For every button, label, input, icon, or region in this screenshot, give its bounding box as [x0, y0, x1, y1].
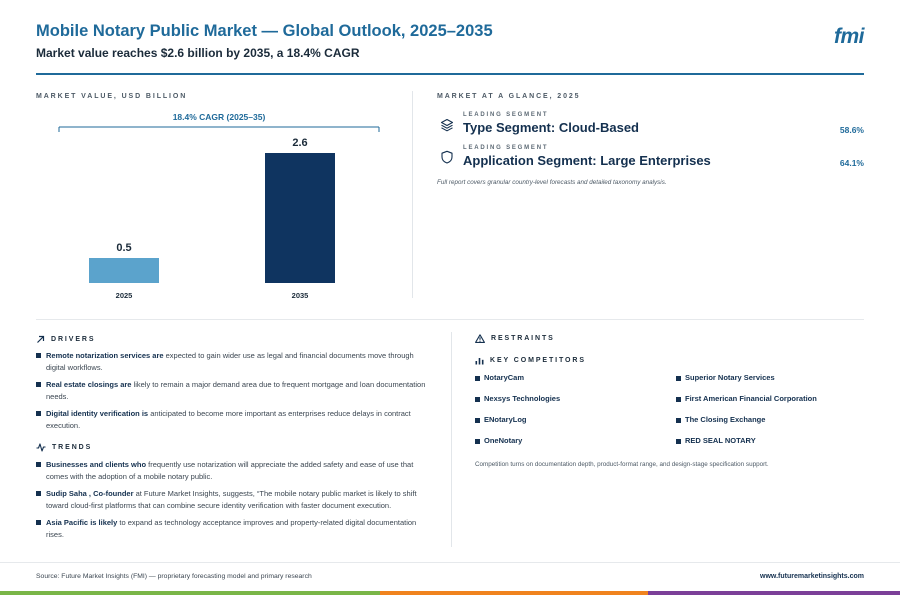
competitor-item: Nexsys Technologies [475, 394, 560, 403]
activity-icon [36, 443, 46, 452]
trend-text: frequently use notarization will appreci… [46, 460, 414, 481]
footer-stripe-purple [648, 591, 900, 595]
bar-value-label: 2.6 [292, 137, 307, 149]
shield-icon [441, 150, 453, 164]
footer-stripe-green [0, 591, 380, 595]
fmi-logo[interactable]: fmi [834, 25, 865, 48]
trend-lead: Sudip Saha , Co-founder [46, 489, 134, 498]
restraints-header: RESTRAINTS [475, 334, 555, 343]
trend-item: Sudip Saha , Co-founder at Future Market… [36, 488, 434, 512]
x-tick-label: 2035 [292, 291, 309, 300]
drivers-header: DRIVERS [36, 335, 95, 344]
x-tick-label: 2025 [116, 291, 133, 300]
segment-share: 64.1% [839, 158, 864, 168]
trends-header: TRENDS [36, 443, 92, 452]
header-rule [36, 73, 864, 75]
competitor-name: The Closing Exchange [685, 415, 766, 424]
market-value-chart: 18.4% CAGR (2025–35) 0.5 2025 2.6 2035 [58, 112, 380, 300]
competitor-name: Superior Notary Services [685, 373, 775, 382]
competitor-item: NotaryCam [475, 373, 524, 382]
arrow-up-right-icon [37, 335, 45, 343]
page-title: Mobile Notary Public Market — Global Out… [36, 22, 493, 40]
driver-item: Real estate closings are likely to remai… [36, 379, 434, 403]
segment-kicker: LEADING SEGMENT [463, 145, 549, 151]
segment-share: 58.6% [839, 125, 864, 135]
cagr-bracket [58, 126, 380, 132]
bar-chart-icon [475, 358, 484, 365]
competitor-item: RED SEAL NOTARY [676, 436, 756, 445]
bar-value-label: 0.5 [116, 242, 131, 254]
trend-item: Asia Pacific is likely to expand as tech… [36, 517, 434, 541]
footer-url-link[interactable]: www.futuremarketinsights.com [760, 573, 864, 580]
page-subtitle: Market value reaches $2.6 billion by 203… [36, 46, 360, 60]
driver-item: Digital identity verification is anticip… [36, 408, 434, 432]
competitor-name: First American Financial Corporation [685, 394, 817, 403]
competitors-note: Competition turns on documentation depth… [475, 461, 769, 468]
competitor-item: The Closing Exchange [676, 415, 765, 424]
competitors-label: KEY COMPETITORS [490, 357, 586, 364]
competitor-name: ENotaryLog [484, 415, 527, 424]
segment-kicker: LEADING SEGMENT [463, 112, 549, 118]
trend-text: to expand as technology acceptance impro… [46, 518, 417, 539]
footer-source: Source: Future Market Insights (FMI) — p… [36, 573, 312, 580]
competitor-name: RED SEAL NOTARY [685, 436, 756, 445]
driver-lead: Remote notarization services are [46, 351, 164, 360]
competitor-item: OneNotary [475, 436, 522, 445]
competitor-item: ENotaryLog [475, 415, 527, 424]
drivers-label: DRIVERS [51, 336, 96, 343]
competitor-item: Superior Notary Services [676, 373, 775, 382]
driver-text: likely to remain a major demand area due… [46, 380, 426, 401]
driver-lead: Real estate closings are [46, 380, 132, 389]
vertical-divider-bottom [451, 332, 452, 547]
competitor-item: First American Financial Corporation [676, 394, 817, 403]
vertical-divider-top [412, 91, 413, 298]
competitor-name: NotaryCam [484, 373, 525, 382]
competitor-name: Nexsys Technologies [484, 394, 561, 403]
segment-name: Application Segment: Large Enterprises [463, 153, 711, 168]
bar-2025 [89, 258, 159, 283]
layers-icon [440, 118, 454, 132]
trends-label: TRENDS [52, 444, 93, 451]
section-divider [36, 319, 864, 320]
trend-lead: Asia Pacific is likely [46, 518, 118, 527]
glance-note: Full report covers granular country-leve… [437, 179, 667, 186]
cagr-label: 18.4% CAGR (2025–35) [173, 112, 266, 122]
footer-divider [0, 562, 900, 563]
warning-icon [475, 334, 485, 343]
bar-2035 [265, 153, 335, 283]
driver-item: Remote notarization services are expecte… [36, 350, 434, 374]
driver-lead: Digital identity verification is [46, 409, 149, 418]
segment-name: Type Segment: Cloud-Based [463, 120, 640, 135]
glance-label: MARKET AT A GLANCE, 2025 [437, 93, 581, 100]
trend-text: at Future Market Insights, suggests, “Th… [46, 489, 417, 510]
trend-lead: Businesses and clients who [46, 460, 147, 469]
competitors-header: KEY COMPETITORS [475, 356, 586, 365]
market-value-label: MARKET VALUE, USD BILLION [36, 93, 188, 100]
restraints-label: RESTRAINTS [491, 335, 555, 342]
driver-text: anticipated to become more important as … [46, 409, 411, 430]
competitor-name: OneNotary [484, 436, 523, 445]
driver-text: expected to gain wider use as legal and … [46, 351, 414, 372]
trend-item: Businesses and clients who frequently us… [36, 459, 434, 483]
footer-stripe-orange [380, 591, 648, 595]
